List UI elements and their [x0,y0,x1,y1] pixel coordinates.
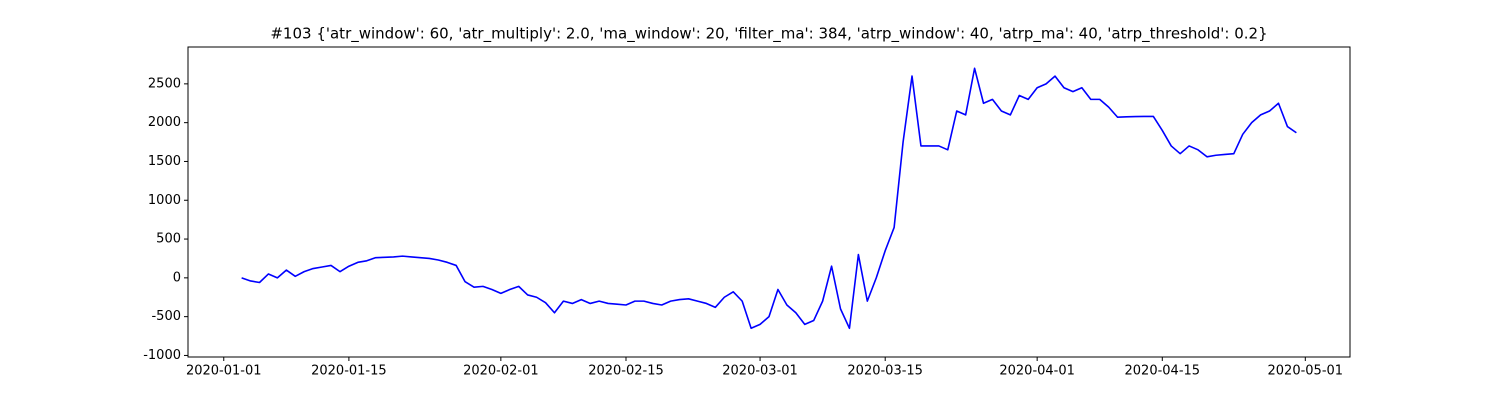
y-tick-label: -500 [151,309,181,324]
x-tick-label: 2020-04-15 [1125,364,1201,379]
y-tick-label: -1000 [143,348,181,363]
x-tick-label: 2020-03-01 [722,364,798,379]
axes-frame [187,46,1351,358]
x-tick-label: 2020-01-01 [186,364,262,379]
x-tick-label: 2020-04-01 [999,364,1075,379]
y-tick-label: 1500 [148,154,181,169]
x-tick-label: 2020-02-01 [463,364,539,379]
y-tick-label: 500 [156,232,181,247]
y-tick-label: 2000 [148,115,181,130]
x-tick-label: 2020-01-15 [311,364,387,379]
x-tick-label: 2020-05-01 [1268,364,1344,379]
chart-title: #103 {'atr_window': 60, 'atr_multiply': … [270,25,1267,44]
y-tick-label: 0 [173,270,181,285]
x-tick-label: 2020-02-15 [588,364,664,379]
line-series [241,67,1297,330]
y-tick-label: 1000 [148,193,181,208]
y-tick-label: 2500 [148,76,181,91]
x-tick-label: 2020-03-15 [847,364,923,379]
